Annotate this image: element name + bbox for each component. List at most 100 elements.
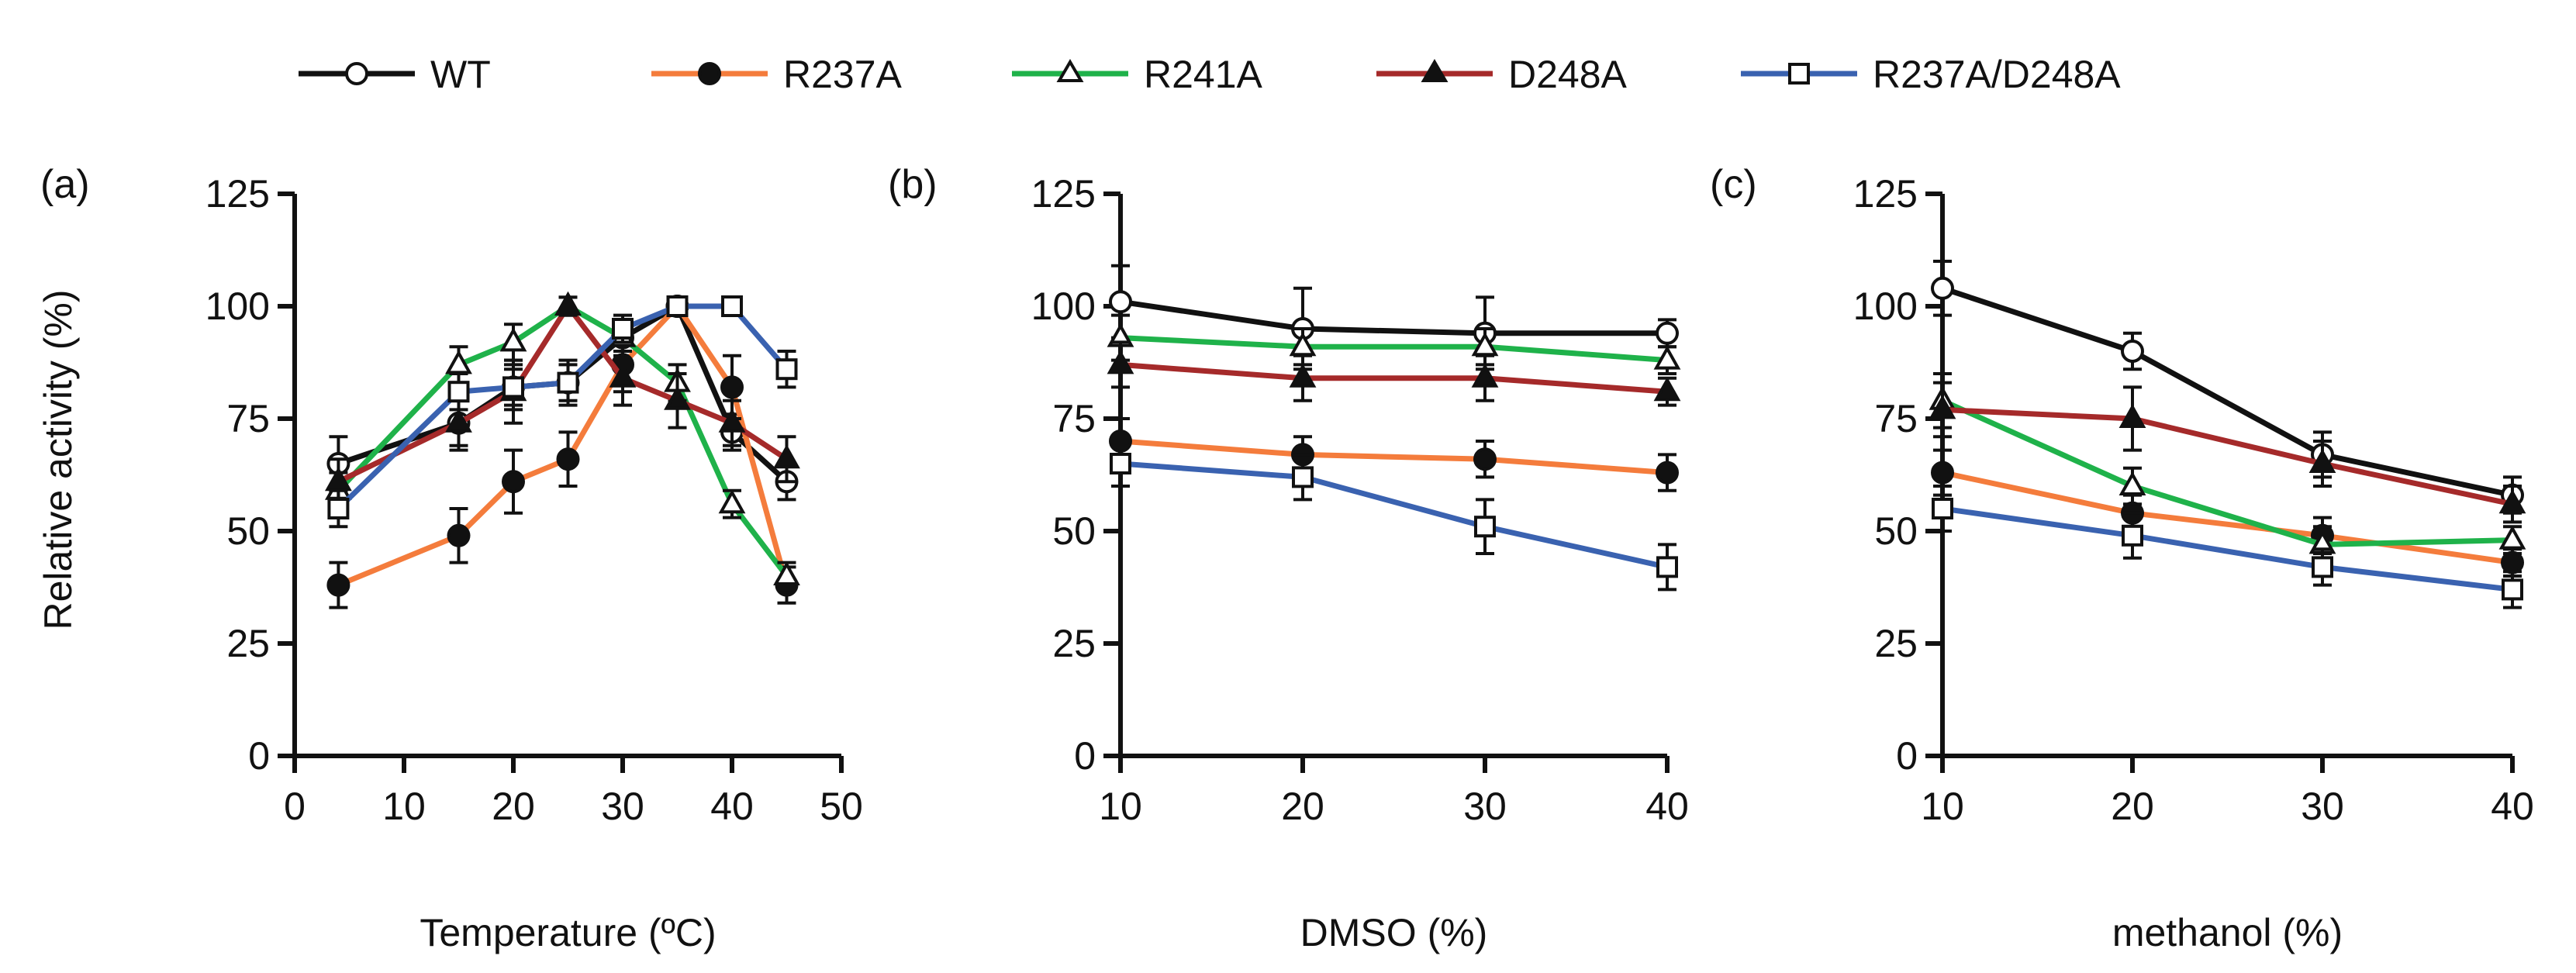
y-tick-label: 25	[226, 622, 270, 665]
x-tick-label: 20	[1281, 785, 1324, 828]
data-point-r237a	[720, 375, 744, 399]
data-point-wt	[1931, 276, 1954, 300]
data-point-r237a-d248a	[666, 295, 689, 317]
legend-marker-r241a	[1056, 59, 1084, 82]
legend-marker-wt	[345, 62, 368, 85]
data-point-r241a	[773, 561, 800, 585]
y-tick-label: 125	[1031, 172, 1096, 216]
data-point-r237a-d248a	[447, 381, 470, 403]
y-tick-label: 100	[1853, 285, 1918, 328]
panel-a: (a) 0 25 50 75 100 125 0 10 20 30 40 50 Temperature (…	[40, 162, 863, 954]
series-d248a	[1929, 381, 2526, 524]
x-tick-label: 40	[1645, 785, 1689, 828]
legend-label-r241a: R241A	[1144, 53, 1263, 96]
series-r237a	[1109, 417, 1679, 492]
legend-label-r237a: R237A	[783, 53, 903, 96]
legend-label-wt: WT	[430, 53, 491, 96]
x-tick-label: 20	[2111, 785, 2154, 828]
legend-marker-r237a	[698, 62, 721, 85]
data-point-r241a	[499, 327, 527, 352]
y-tick-label: 100	[205, 285, 270, 328]
data-point-d248a	[445, 408, 472, 433]
data-point-r237a-d248a	[612, 318, 634, 340]
data-point-r237a-d248a	[775, 358, 798, 381]
data-point-d248a	[1929, 395, 1956, 419]
data-point-d248a	[2498, 489, 2526, 514]
y-tick-label: 0	[1896, 734, 1918, 778]
series-line-r237a	[1120, 438, 1668, 476]
data-point-d248a	[554, 291, 582, 316]
data-point-wt	[1109, 290, 1132, 314]
data-point-r237a	[556, 447, 580, 471]
data-point-r237a	[447, 523, 471, 547]
series-line-d248a	[1120, 361, 1668, 395]
data-point-r237a-d248a	[721, 295, 743, 317]
panel-c: (c) 0 25 50 75 100 125 10 20 30 40 methanol (%)	[1710, 162, 2534, 954]
data-point-r237a-d248a	[1110, 453, 1131, 474]
data-point-r237a-d248a	[2312, 556, 2333, 578]
data-point-d248a	[664, 385, 691, 410]
data-point-d248a	[609, 363, 637, 388]
series-line-r237a-d248a	[1942, 505, 2513, 592]
x-axis-label: DMSO (%)	[1300, 911, 1488, 954]
y-tick-label: 50	[1052, 509, 1096, 553]
panel-label: (b)	[888, 162, 938, 207]
data-point-d248a	[1471, 363, 1499, 388]
y-tick-label: 75	[226, 397, 270, 440]
legend-marker-d248a	[1421, 59, 1449, 82]
legend-item-r237a-d248a: R237A/D248A	[1741, 53, 2121, 96]
data-point-d248a	[718, 408, 746, 433]
data-point-r237a-d248a	[557, 371, 579, 394]
series-line-r237a	[337, 303, 789, 588]
legend-item-r241a: R241A	[1012, 53, 1263, 96]
data-point-wt	[2121, 340, 2144, 363]
y-tick-label: 100	[1031, 285, 1096, 328]
x-tick-label: 30	[601, 785, 644, 828]
data-point-r241a	[1653, 345, 1681, 370]
data-point-d248a	[1289, 363, 1317, 388]
legend-label-d248a: D248A	[1508, 53, 1628, 96]
series-r237a-d248a	[1932, 485, 2523, 609]
y-tick-label: 50	[1874, 509, 1918, 553]
series-r241a	[1107, 313, 1681, 375]
series-line-wt	[1941, 285, 2513, 499]
y-tick-label: 75	[1874, 397, 1918, 440]
series-line-d248a	[1942, 406, 2513, 507]
panel-b: (b) 0 25 50 75 100 125 10 20 30 40 DMSO (%)	[888, 162, 1689, 954]
x-tick-label: 20	[492, 785, 535, 828]
series-r237a-d248a	[1110, 440, 1678, 592]
series-d248a	[1107, 340, 1681, 407]
y-tick-label: 75	[1052, 397, 1096, 440]
data-point-r241a	[2498, 525, 2526, 550]
series-line-r241a	[1941, 398, 2513, 547]
data-point-r237a-d248a	[327, 498, 350, 519]
data-point-r237a	[1931, 461, 1954, 485]
x-axis-label: Temperature (ºC)	[420, 911, 716, 954]
series-line-r237a-d248a	[1120, 461, 1668, 570]
legend: WT R237A R241A D248A R237A/D248A	[299, 53, 2121, 96]
x-tick-label: 30	[2301, 785, 2344, 828]
x-tick-label: 0	[284, 785, 306, 828]
x-tick-label: 40	[2491, 785, 2534, 828]
y-tick-label: 25	[1874, 622, 1918, 665]
data-point-r237a-d248a	[1656, 556, 1678, 578]
series-line-r241a	[1120, 335, 1668, 364]
legend-marker-r237a-d248a	[1788, 63, 1810, 85]
data-point-r237a-d248a	[1932, 498, 1953, 519]
data-point-r237a	[2501, 550, 2524, 574]
data-point-r237a-d248a	[2502, 578, 2523, 601]
data-point-d248a	[2308, 448, 2336, 473]
data-point-d248a	[2118, 403, 2146, 428]
series-line-wt	[1120, 298, 1667, 336]
x-axis-label: methanol (%)	[2112, 911, 2343, 954]
y-axis-label: Relative activity (%)	[36, 290, 80, 630]
x-tick-label: 40	[710, 785, 754, 828]
panel-label: (c)	[1710, 162, 1757, 207]
y-tick-label: 125	[205, 172, 270, 216]
data-point-r241a	[2118, 471, 2146, 495]
panel-label: (a)	[40, 162, 90, 207]
legend-item-r237a: R237A	[651, 53, 903, 96]
y-tick-label: 25	[1052, 622, 1096, 665]
series-wt	[1931, 260, 2524, 515]
x-tick-label: 50	[820, 785, 863, 828]
